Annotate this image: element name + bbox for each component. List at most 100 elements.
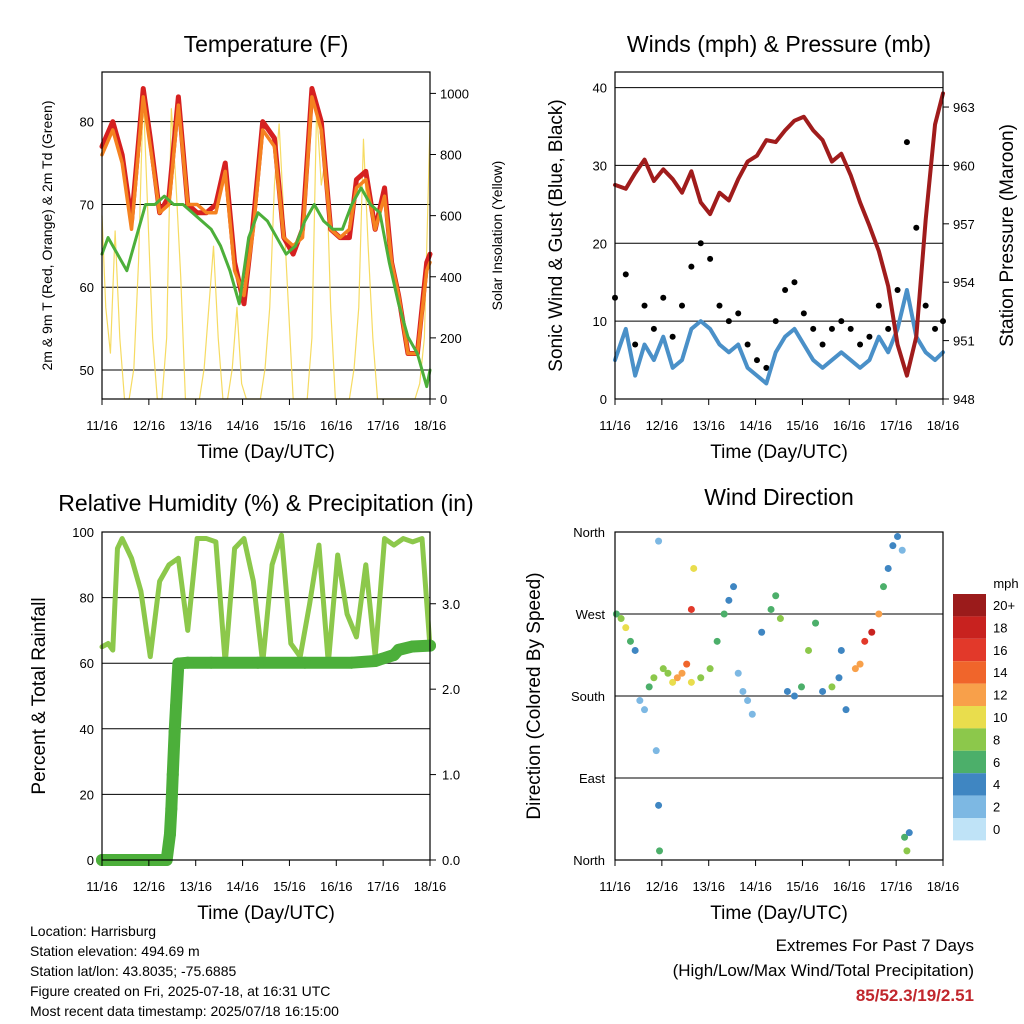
- temp-ytick-label: 80: [80, 115, 94, 130]
- dir-legend-swatch: [953, 616, 986, 639]
- winds-gust-point: [707, 255, 714, 262]
- winds-gust-point: [810, 325, 817, 332]
- winds-y2label: Station Pressure (Maroon): [997, 124, 1018, 347]
- temp-y2tick-label: 600: [440, 209, 462, 224]
- temp-y2tick-label: 200: [440, 331, 462, 346]
- dir-point: [903, 847, 911, 855]
- temp-xtick-label: 12/16: [133, 418, 166, 433]
- dir-point: [879, 583, 887, 591]
- winds-gust-point: [669, 333, 676, 340]
- temp-ylabel: 2m & 9m T (Red, Orange) & 2m Td (Green): [39, 101, 55, 371]
- winds-gust-point: [885, 325, 892, 332]
- dir-point: [669, 678, 677, 686]
- winds-gust-point: [791, 279, 798, 286]
- dir-point: [884, 564, 892, 572]
- dir-legend-swatch: [953, 661, 986, 684]
- dir-ytick-label: North: [573, 853, 605, 868]
- dir-point: [622, 624, 630, 632]
- dir-point: [687, 605, 695, 613]
- dir-point: [790, 692, 798, 700]
- winds-gust-point: [800, 310, 807, 317]
- dir-point: [744, 697, 752, 705]
- dir-point: [655, 801, 663, 809]
- temp-9m-series: [100, 95, 432, 356]
- rh-precip-point: [252, 656, 265, 669]
- dir-point: [720, 610, 728, 618]
- temp-xtick-label: 18/16: [414, 418, 447, 433]
- winds-gust-point: [622, 271, 629, 278]
- winds-y2tick-label: 951: [953, 334, 975, 349]
- dir-legend-swatch: [953, 750, 986, 774]
- rh-precip-point: [406, 640, 419, 653]
- dir-xtick-label: 17/16: [880, 879, 913, 894]
- temp-solar-series: [101, 92, 431, 400]
- winds-ytick-label: 30: [593, 158, 607, 173]
- temp-frame: [101, 71, 431, 400]
- winds-gust-point: [857, 341, 864, 348]
- dir-legend-label: 8: [993, 732, 1000, 747]
- dir-point: [730, 583, 738, 591]
- winds-gust-point: [753, 357, 760, 364]
- rh-precip-series: [96, 639, 436, 866]
- dir-xtick-label: 18/16: [927, 879, 960, 894]
- dir-xtick-label: 16/16: [833, 879, 866, 894]
- dir-legend-swatch: [953, 638, 986, 662]
- dir-point: [868, 628, 876, 636]
- temp-y2label: Solar Insolation (Yellow): [489, 161, 505, 311]
- dir-point: [861, 637, 869, 645]
- rh-precip-point: [345, 656, 358, 669]
- dir-point: [851, 665, 859, 673]
- temp-ytick-label: 60: [80, 280, 94, 295]
- dir-point: [683, 660, 691, 668]
- dir-ytick-label: South: [571, 689, 605, 704]
- rh-ytick-label: 80: [80, 591, 94, 606]
- dir-xtick-label: 12/16: [646, 879, 679, 894]
- temp-xtick-label: 14/16: [226, 418, 259, 433]
- station-info: Location: Harrisburg Station elevation: …: [30, 921, 339, 1021]
- dir-point: [655, 537, 663, 545]
- winds-gust-point: [725, 318, 732, 325]
- rh-xlabel: Time (Day/UTC): [197, 903, 335, 924]
- winds-gust-point: [847, 325, 854, 332]
- winds-gust-point: [763, 364, 770, 371]
- winds-y2tick-label: 948: [953, 392, 975, 407]
- winds-gust-point: [866, 333, 873, 340]
- winds-gust-point: [894, 287, 901, 293]
- temp-dewpoint-series: [100, 186, 432, 389]
- dir-legend-label: 2: [993, 800, 1000, 815]
- winds-xtick-label: 13/16: [692, 418, 725, 433]
- dir-point: [734, 669, 742, 677]
- dir-legend-label: 20+: [993, 598, 1015, 613]
- dir-point: [706, 665, 714, 673]
- dir-point: [739, 687, 747, 695]
- rh-precip-point: [166, 768, 179, 781]
- rh-precip-point: [170, 700, 183, 713]
- dir-point: [641, 706, 649, 714]
- dir-legend-label: 14: [993, 665, 1007, 680]
- rh-precip-point: [181, 656, 194, 669]
- winds-title: Winds (mph) & Pressure (mb): [627, 31, 931, 57]
- dir-xtick-label: 13/16: [692, 879, 725, 894]
- dir-legend-label: 10: [993, 710, 1007, 725]
- rh-ytick-label: 40: [80, 722, 94, 737]
- rh-y2tick-label: 3.0: [442, 597, 460, 612]
- dir-legend-label: 18: [993, 620, 1007, 635]
- dir-legend-label: 16: [993, 643, 1007, 658]
- extremes-values: 85/52.3/19/2.51: [855, 986, 974, 1005]
- winds-gust-point: [660, 294, 667, 301]
- dir-point: [650, 674, 658, 682]
- dir-legend-swatch: [953, 773, 986, 796]
- dir-point: [748, 710, 756, 718]
- dir-point: [652, 747, 660, 755]
- extremes-title: Extremes For Past 7 Days: [775, 936, 974, 955]
- winds-frame: [614, 71, 944, 400]
- dir-ytick-label: North: [573, 525, 605, 540]
- winds-gust-point: [650, 325, 657, 332]
- winds-xtick-label: 18/16: [927, 418, 960, 433]
- dir-point: [805, 646, 813, 654]
- temp-xtick-label: 15/16: [273, 418, 306, 433]
- rh-precip-point: [168, 725, 181, 738]
- rh-ytick-label: 100: [72, 525, 94, 540]
- dir-point: [776, 615, 784, 623]
- rh-xtick-label: 14/16: [226, 879, 259, 894]
